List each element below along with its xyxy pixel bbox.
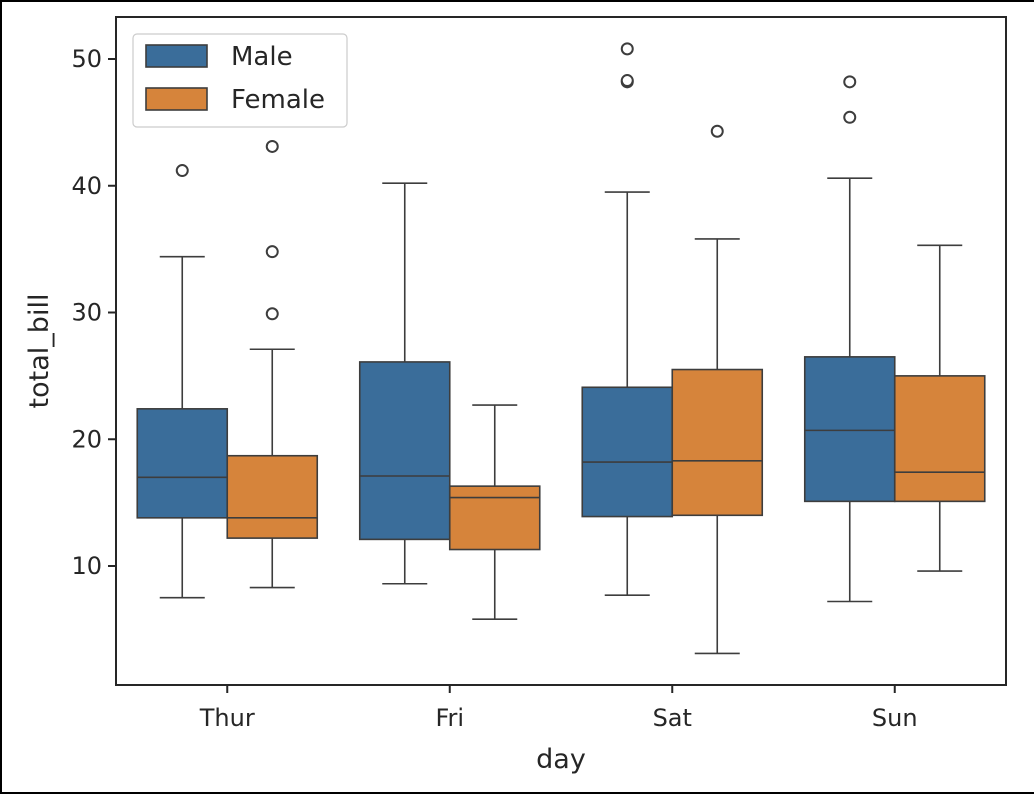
box-female-sun: [893, 375, 986, 503]
axes-layer: 10 20 30 40 50 Thur Fri Sat Sun: [71, 16, 1007, 732]
outlier-point: [620, 42, 634, 56]
y-axis-label: total_bill: [24, 294, 55, 409]
box-female-fri: [448, 485, 541, 551]
y-tick-label: 40: [71, 172, 102, 200]
x-tick-label: Sat: [653, 704, 692, 732]
outlier-point: [175, 164, 189, 178]
x-tick-label: Sun: [872, 704, 918, 732]
box-male-sun: [803, 356, 896, 503]
y-tick-label: 30: [71, 299, 102, 327]
outlier-point: [843, 110, 857, 124]
legend: Male Female: [132, 33, 348, 128]
box-male-fri: [358, 361, 451, 541]
x-tick-label: Fri: [435, 704, 464, 732]
outlier-point: [710, 124, 724, 138]
plot-layer: [136, 42, 986, 655]
outlier-point: [265, 245, 279, 259]
legend-swatch-male: [145, 44, 208, 68]
box-male-sat: [581, 386, 674, 518]
plot-area-border: [115, 16, 1007, 686]
legend-label-male: Male: [231, 42, 293, 72]
y-tick-label: 50: [71, 45, 102, 73]
x-axis-label: day: [536, 744, 586, 775]
outlier-point: [265, 139, 279, 153]
box-male-thur: [136, 408, 229, 519]
outlier-point: [843, 75, 857, 89]
box-female-thur: [226, 454, 319, 539]
y-tick-label: 20: [71, 425, 102, 453]
outlier-point: [265, 307, 279, 321]
legend-label-female: Female: [231, 85, 325, 115]
box-female-sat: [671, 368, 764, 517]
x-tick-label: Thur: [199, 704, 255, 732]
y-tick-label: 10: [71, 552, 102, 580]
outlier-point: [620, 74, 634, 88]
legend-swatch-female: [145, 87, 208, 111]
